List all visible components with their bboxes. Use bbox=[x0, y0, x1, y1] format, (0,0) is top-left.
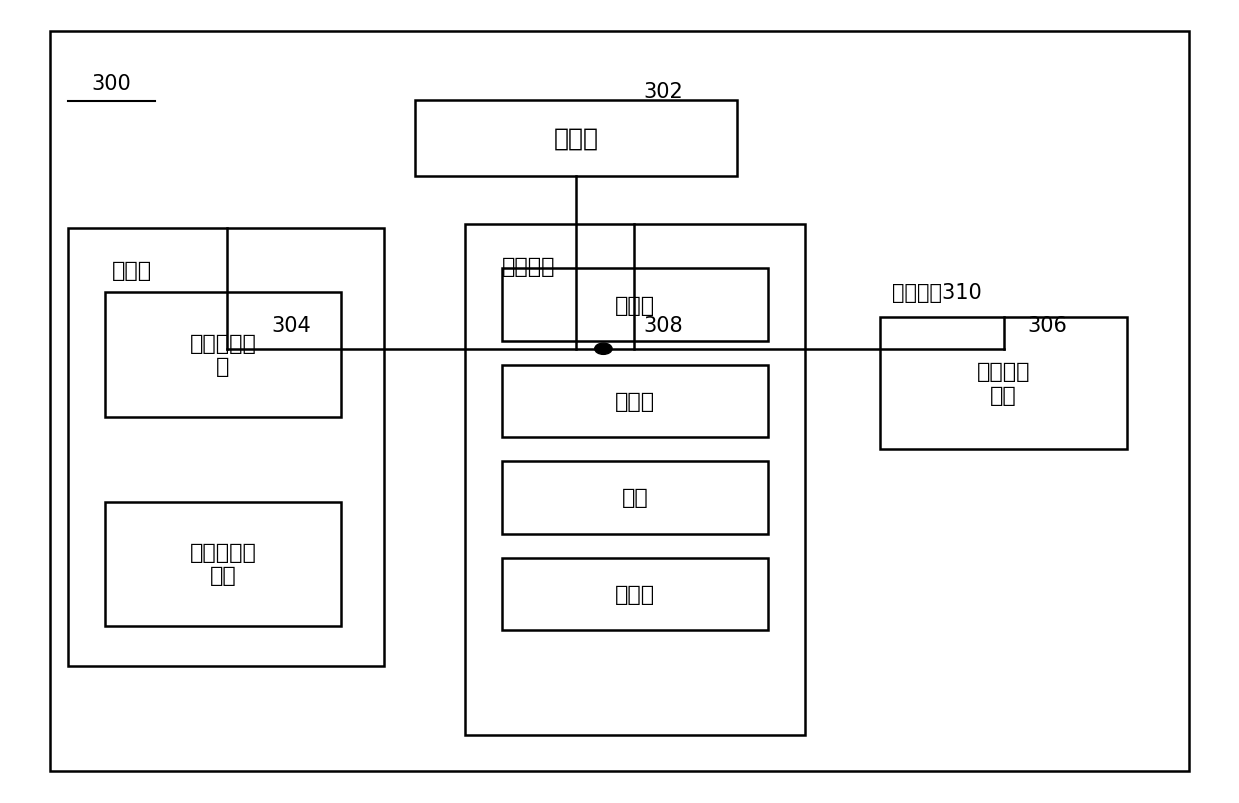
Bar bbox=[415, 100, 737, 177]
Text: 304: 304 bbox=[271, 316, 311, 335]
Text: 306: 306 bbox=[1027, 316, 1067, 335]
Text: 总线系统310: 总线系统310 bbox=[892, 283, 981, 303]
Bar bbox=[68, 229, 384, 666]
Bar bbox=[465, 225, 805, 735]
Bar bbox=[880, 317, 1127, 450]
Text: 308: 308 bbox=[643, 316, 683, 335]
Text: 网卡: 网卡 bbox=[622, 488, 648, 507]
Text: 扬声器: 扬声器 bbox=[615, 585, 655, 604]
Bar bbox=[105, 502, 341, 626]
Text: 易失性存储
器: 易失性存储 器 bbox=[190, 334, 256, 377]
Text: 非易失性存
储器: 非易失性存 储器 bbox=[190, 543, 256, 585]
Text: 显示器: 显示器 bbox=[615, 296, 655, 315]
Bar bbox=[502, 462, 768, 534]
Text: 302: 302 bbox=[643, 83, 683, 102]
Text: 输出装置: 输出装置 bbox=[502, 257, 555, 277]
Circle shape bbox=[595, 344, 612, 355]
Bar bbox=[502, 269, 768, 341]
Bar bbox=[105, 293, 341, 418]
Text: 300: 300 bbox=[92, 75, 131, 94]
Text: 存储器: 存储器 bbox=[112, 261, 151, 281]
Text: 投影仪: 投影仪 bbox=[615, 392, 655, 411]
Text: 处理器: 处理器 bbox=[554, 127, 598, 150]
Bar bbox=[502, 365, 768, 438]
Bar bbox=[502, 558, 768, 630]
Text: 图像采集
装置: 图像采集 装置 bbox=[976, 362, 1031, 405]
